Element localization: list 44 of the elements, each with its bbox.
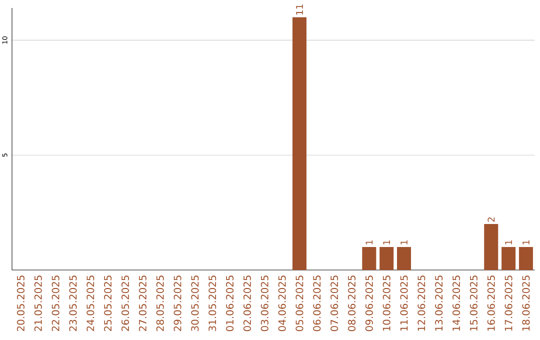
- x-tick-label: 23.05.2025: [69, 276, 77, 332]
- x-tick-label: 22.05.2025: [52, 276, 60, 332]
- data-label: 1: [366, 240, 373, 244]
- bar: [292, 17, 306, 270]
- data-label: 1: [522, 240, 530, 244]
- bar: [484, 224, 498, 270]
- x-tick-label: 28.05.2025: [156, 276, 164, 332]
- x-tick-label: 24.05.2025: [86, 276, 94, 332]
- x-tick-label: 20.05.2025: [16, 276, 24, 332]
- x-tick-label: 31.05.2025: [208, 276, 216, 331]
- x-tick-label: 03.06.2025: [260, 276, 268, 332]
- x-tick-label: 09.06.2025: [365, 276, 373, 332]
- x-tick-label: 12.06.2025: [418, 276, 426, 331]
- x-tick-label: 05.06.2025: [296, 276, 304, 332]
- bar: [518, 247, 533, 270]
- data-label: 11: [296, 4, 303, 15]
- data-label: 1: [505, 240, 512, 244]
- x-tick-label: 14.06.2025: [452, 276, 460, 331]
- x-tick-label: 15.06.2025: [470, 276, 478, 331]
- x-tick-label: 02.06.2025: [243, 276, 251, 332]
- x-tick-label: 27.05.2025: [138, 276, 146, 332]
- x-tick-label: 10.06.2025: [382, 276, 390, 331]
- bar: [502, 247, 516, 270]
- x-tick-label: 01.06.2025: [226, 276, 234, 332]
- x-tick-label: 25.05.2025: [104, 276, 112, 332]
- bar: [380, 247, 394, 270]
- x-tick-label: 13.06.2025: [435, 276, 443, 331]
- x-tick-label: 06.06.2025: [313, 276, 321, 332]
- bar: [362, 247, 376, 270]
- data-label: 1: [400, 240, 408, 244]
- x-tick-label: 26.05.2025: [121, 276, 130, 332]
- data-label: 1: [383, 240, 390, 244]
- x-tick-label: 17.06.2025: [504, 276, 512, 331]
- x-tick-label: 21.05.2025: [34, 276, 42, 332]
- x-tick-label: 07.06.2025: [330, 276, 338, 332]
- bar: [397, 247, 411, 270]
- x-tick-label: 16.06.2025: [487, 276, 495, 331]
- x-tick-label: 30.05.2025: [191, 276, 199, 331]
- x-tick-label: 08.06.2025: [348, 276, 356, 332]
- x-tick-label: 29.05.2025: [174, 276, 182, 332]
- x-tick-label: 04.06.2025: [278, 276, 286, 332]
- x-tick-label: 11.06.2025: [400, 276, 408, 331]
- x-tick-label: 18.06.2025: [522, 276, 530, 331]
- data-label: 2: [488, 217, 495, 222]
